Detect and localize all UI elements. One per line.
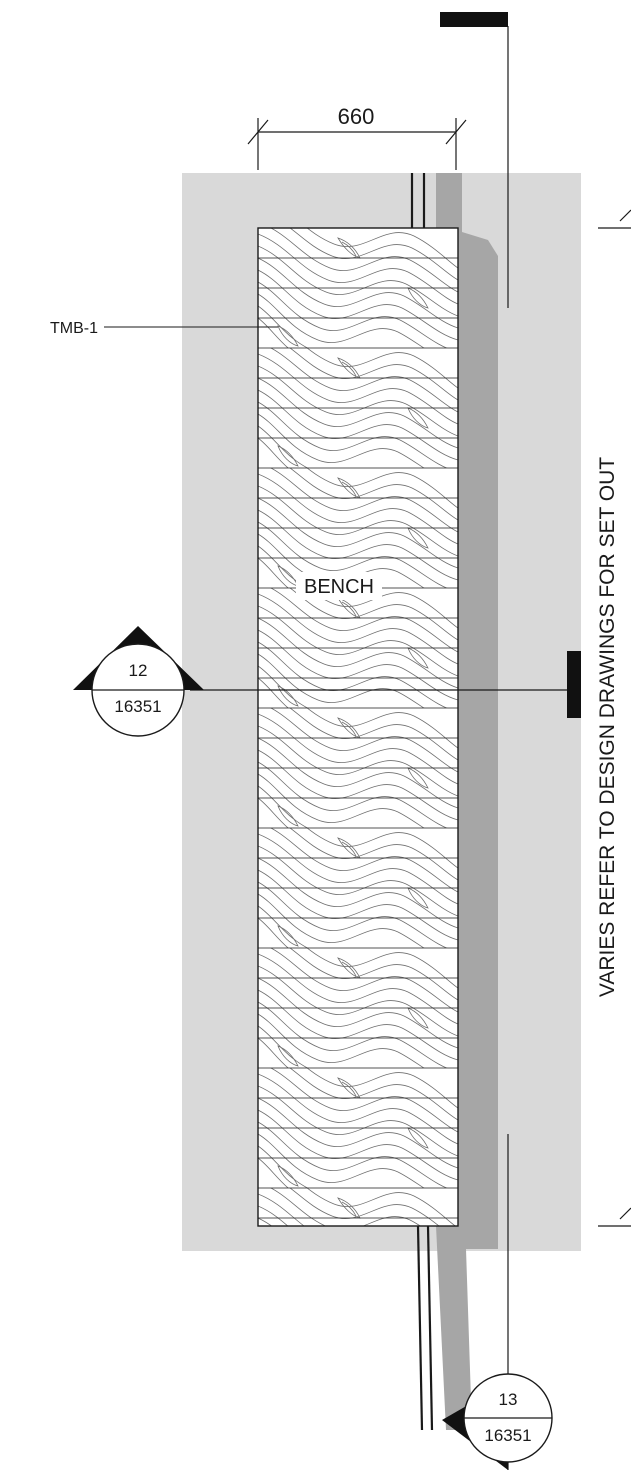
dimension-value: 660: [338, 104, 375, 129]
bench-label-mask: [296, 572, 382, 600]
dimension-660: [247, 118, 467, 170]
bench-outline: [257, 227, 459, 1227]
section-cut-top-marker: [440, 12, 508, 27]
bench[interactable]: [257, 227, 459, 1227]
upper-edge-lines: [410, 173, 426, 228]
section-marker-13[interactable]: 13 16351: [442, 1373, 553, 1470]
section-marker-12-number: 12: [129, 661, 148, 680]
section-marker-13-sheet: 16351: [484, 1426, 531, 1445]
dimension-tick-left: [247, 119, 269, 145]
set-out-marks: [598, 209, 631, 1227]
section-cut-end-marker: [567, 651, 581, 718]
section-marker-12-sheet: 16351: [114, 697, 161, 716]
section-marker-13-number: 13: [499, 1390, 518, 1409]
material-tag: TMB-1: [50, 320, 98, 337]
section-marker-12[interactable]: 12 16351: [73, 626, 204, 737]
set-out-note: VARIES REFER TO DESIGN DRAWINGS FOR SET …: [596, 457, 619, 997]
dimension-tick-right: [445, 119, 467, 145]
lower-edge-lines: [416, 1225, 434, 1431]
bench-label: BENCH: [304, 576, 374, 598]
